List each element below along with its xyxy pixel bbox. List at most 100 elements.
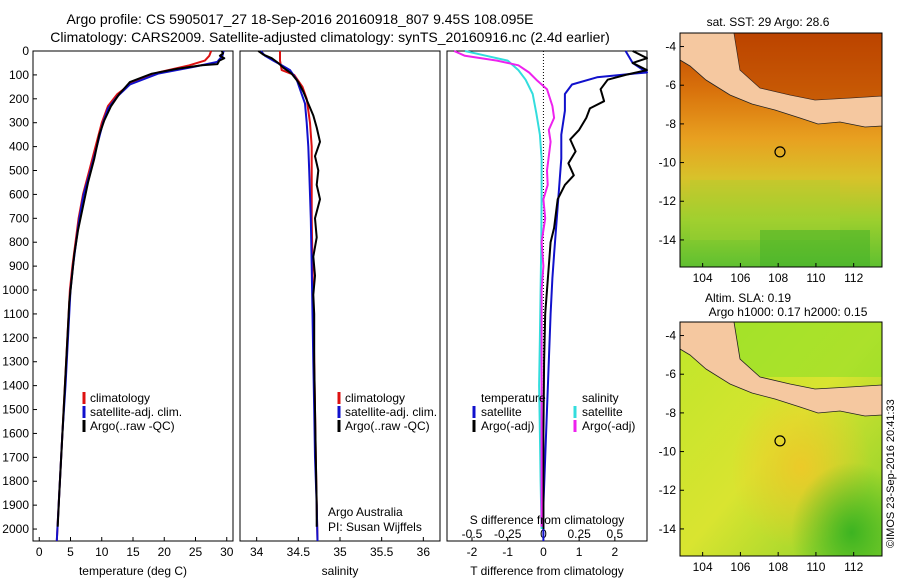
x2-tick-label: -0.25 [494, 527, 522, 541]
depth-tick-label: 1400 [2, 379, 29, 393]
legend-satellite: satellite-adj. clim. [345, 405, 437, 419]
x-tick-label: 5 [67, 545, 74, 559]
series-satellite-adj-clim- [55, 50, 225, 542]
series-climatology [55, 50, 213, 542]
series-satellite-adj-clim- [260, 50, 319, 542]
lon-tick-label: 110 [806, 560, 825, 574]
series-argo-raw-qc- [56, 50, 226, 527]
difference-xlabel: T difference from climatology [470, 564, 624, 578]
legend-satellite: satellite-adj. clim. [90, 405, 182, 419]
x-tick-label: 36 [417, 545, 431, 559]
depth-tick-label: 100 [9, 68, 29, 82]
lon-tick-label: 108 [768, 271, 788, 285]
salinity-chart: 34 34.5 35 35.5 36 [250, 50, 431, 559]
x-tick-label: 34 [250, 545, 264, 559]
lat-tick-label: -10 [659, 156, 677, 170]
lat-tick-label: -14 [659, 233, 677, 247]
land-java-sumatra [680, 322, 882, 417]
lon-tick-label: 112 [844, 560, 863, 574]
lat-tick-label: -4 [665, 329, 676, 343]
legend-argo: Argo(..raw -QC) [90, 419, 175, 433]
depth-tick-label: 1700 [2, 450, 29, 464]
lat-tick-label: -10 [659, 445, 677, 459]
lat-tick-label: -8 [665, 117, 676, 131]
lat-tick-label: -14 [659, 522, 677, 536]
x-tick-label: 35.5 [370, 545, 394, 559]
x2-tick-label: 0.25 [567, 527, 591, 541]
x-tick-label: 35 [333, 545, 347, 559]
legend-climatology: climatology [90, 391, 150, 405]
lon-tick-label: 108 [768, 560, 788, 574]
x-tick-label: -2 [467, 545, 478, 559]
x-tick-label: 34.5 [287, 545, 311, 559]
sla-java-sea [734, 322, 882, 377]
depth-tick-label: 1500 [2, 403, 29, 417]
attribution-line-2: PI: Susan Wijffels [328, 520, 422, 534]
x-tick-label: 25 [189, 545, 203, 559]
lon-tick-label: 106 [730, 271, 750, 285]
attribution-line-1: Argo Australia [328, 505, 403, 519]
depth-tick-label: 1100 [3, 307, 29, 321]
lat-tick-label: -12 [659, 194, 677, 208]
sla-map-title-1: Altim. SLA: 0.19 [705, 291, 791, 305]
sst-map-frame [679, 32, 883, 268]
sla-map-axes: 104 106 108 110 112 -4 -6 -8 -10 -12 -14 [659, 329, 864, 574]
depth-tick-label: 400 [9, 140, 29, 154]
lat-tick-label: -8 [665, 406, 676, 420]
temperature-chart: 0 5 10 15 20 25 30 [36, 50, 234, 559]
sla-map [680, 322, 882, 556]
x-tick-label: 30 [220, 545, 234, 559]
lon-tick-label: 112 [844, 271, 863, 285]
depth-tick-label: 600 [9, 187, 29, 201]
x2-tick-label: 0.5 [607, 527, 624, 541]
series-temperature-satellite [542, 50, 648, 541]
depth-tick-label: 1000 [2, 283, 29, 297]
x-tick-label: 0 [36, 545, 43, 559]
sla-map-title-2: Argo h1000: 0.17 h2000: 0.15 [709, 305, 868, 319]
difference-x2label: S difference from climatology [470, 513, 625, 527]
depth-tick-label: 200 [9, 92, 29, 106]
lat-tick-label: -6 [665, 367, 676, 381]
difference-panel [446, 50, 648, 542]
series-temperature-argo-adj- [542, 50, 648, 529]
depth-tick-label: 300 [9, 116, 29, 130]
argo-position-marker [774, 146, 786, 158]
series-salinity-satellite [464, 50, 543, 530]
x-tick-label: 10 [95, 545, 109, 559]
legend-argo: Argo(..raw -QC) [345, 419, 430, 433]
lon-tick-label: 106 [730, 560, 750, 574]
sst-field-patch [760, 230, 870, 267]
title-line-2: Climatology: CARS2009. Satellite-adjuste… [50, 29, 610, 45]
legend-salinity-title: salinity [582, 391, 619, 405]
legend-sal-argo: Argo(-adj) [582, 419, 635, 433]
x-tick-label: -1 [502, 545, 513, 559]
depth-tick-label: 0 [22, 44, 29, 58]
sst-map-axes: 104 106 108 110 112 -4 -6 -8 -10 -12 -14 [659, 40, 864, 285]
lat-tick-label: -12 [659, 483, 677, 497]
lon-tick-label: 110 [806, 271, 825, 285]
legend-temp-satellite: satellite [481, 405, 522, 419]
lat-tick-label: -4 [665, 40, 676, 54]
lat-tick-label: -6 [665, 78, 676, 92]
difference-legend: temperature satellite Argo(-adj) salinit… [472, 391, 635, 433]
legend-sal-satellite: satellite [582, 405, 623, 419]
depth-tick-label: 1200 [2, 331, 29, 345]
salinity-xlabel: salinity [322, 564, 359, 578]
depth-tick-label: 900 [9, 259, 29, 273]
salinity-legend: climatology satellite-adj. clim. Argo(..… [328, 391, 437, 534]
x-tick-label: 1 [576, 545, 583, 559]
temperature-panel [32, 50, 234, 542]
depth-tick-label: 1900 [2, 498, 29, 512]
imos-credit: ©IMOS 23-Sep-2016 20:41:33 [885, 399, 897, 548]
sst-map [680, 33, 882, 267]
depth-tick-label: 2000 [2, 522, 29, 536]
depth-tick-label: 1300 [2, 355, 29, 369]
java-sea [734, 33, 882, 100]
sst-map-title: sat. SST: 29 Argo: 28.6 [707, 15, 830, 29]
argo-position-marker [774, 435, 786, 447]
depth-tick-label: 500 [9, 164, 29, 178]
legend-temperature-title: temperature [481, 391, 546, 405]
series-salinity-argo-adj- [453, 50, 556, 527]
lon-tick-label: 104 [693, 560, 713, 574]
